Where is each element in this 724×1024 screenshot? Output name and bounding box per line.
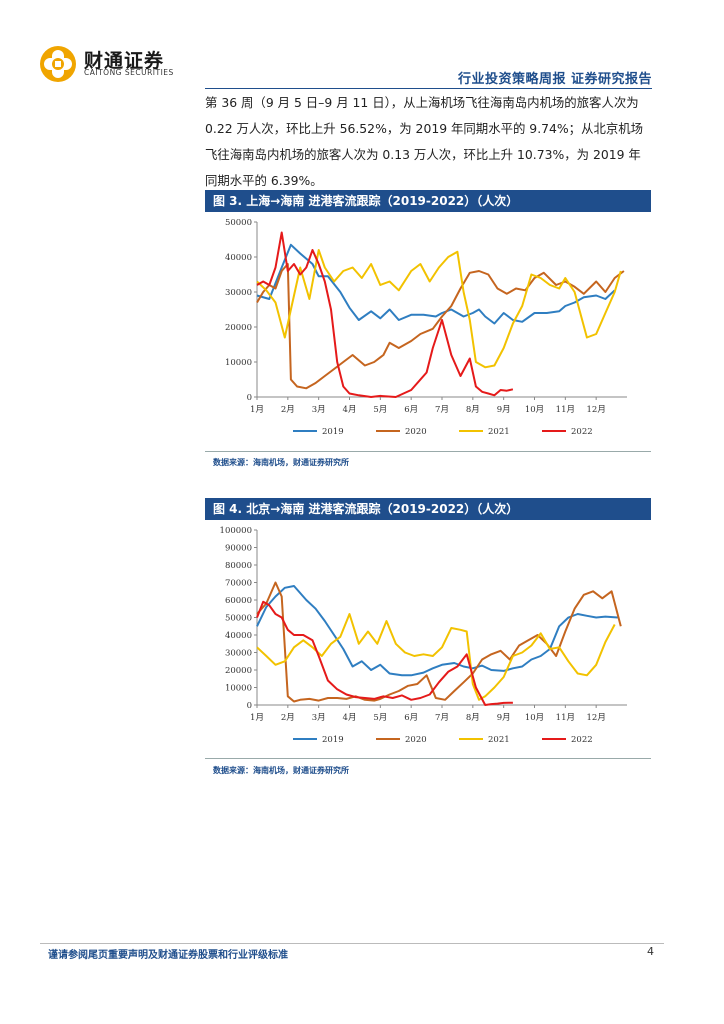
x-tick-label: 1月 — [250, 713, 264, 723]
brand-name: 财通证券 — [84, 50, 165, 72]
x-tick-label: 11月 — [556, 713, 575, 723]
x-tick-label: 12月 — [587, 405, 606, 415]
legend-label-2022: 2022 — [571, 735, 593, 745]
x-tick-label: 1月 — [250, 405, 264, 415]
figure-4-line-chart: 0 10000 20000 30000 40000 50000 60000 70000 8000… — [220, 526, 627, 745]
company-logo-icon — [40, 46, 76, 82]
x-tick-label: 3月 — [312, 713, 326, 723]
series-line-2020 — [256, 581, 622, 703]
x-tick-label: 6月 — [404, 405, 418, 415]
header-divider — [205, 88, 652, 89]
y-tick-label: 10000 — [225, 358, 252, 368]
legend-label-2020: 2020 — [405, 735, 427, 745]
x-tick-label: 5月 — [373, 405, 387, 415]
y-tick-label: 20000 — [225, 323, 252, 333]
footer-divider — [40, 943, 664, 944]
x-tick-label: 9月 — [497, 405, 511, 415]
y-tick-label: 0 — [247, 393, 252, 403]
legend-label-2021: 2021 — [488, 735, 510, 745]
x-tick-label: 7月 — [435, 405, 449, 415]
figure-3-title: 图 3. 上海→海南 进港客流跟踪（2019-2022）（人次） — [205, 190, 651, 212]
x-tick-label: 5月 — [373, 713, 387, 723]
series-line-2022 — [256, 600, 513, 706]
brand-name-english: CAITONG SECURITIES — [84, 68, 174, 77]
x-tick-label: 4月 — [343, 713, 357, 723]
y-tick-label: 70000 — [225, 579, 252, 589]
y-tick-label: 100000 — [220, 526, 252, 536]
x-tick-label: 2月 — [281, 405, 295, 415]
figure-4-title: 图 4. 北京→海南 进港客流跟踪（2019-2022）（人次） — [205, 498, 651, 520]
figure-4-source: 数据来源：海南机场，财通证券研究所 — [213, 766, 349, 775]
y-tick-label: 60000 — [225, 596, 252, 606]
figure-4-divider — [205, 758, 651, 759]
footer-disclaimer: 谨请参阅尾页重要声明及财通证券股票和行业评级标准 — [48, 950, 288, 961]
y-tick-label: 30000 — [225, 649, 252, 659]
legend-label-2021: 2021 — [488, 427, 510, 437]
figure-3-divider — [205, 451, 651, 452]
body-paragraph: 第 36 周（9 月 5 日–9 月 11 日），从上海机场飞往海南岛内机场的旅… — [205, 95, 644, 188]
series-line-2019 — [256, 243, 616, 325]
x-tick-label: 7月 — [435, 713, 449, 723]
series-line-2019 — [256, 585, 618, 677]
y-tick-label: 30000 — [225, 288, 252, 298]
legend-label-2020: 2020 — [405, 427, 427, 437]
y-tick-label: 40000 — [225, 631, 252, 641]
y-tick-label: 0 — [247, 701, 252, 711]
y-tick-label: 20000 — [225, 666, 252, 676]
figure-3-line-chart: 0 10000 20000 30000 40000 50000 1月 2月 3月 4月 5月 6月 7月… — [225, 218, 627, 437]
page-number: 4 — [647, 945, 654, 958]
x-tick-label: 10月 — [525, 713, 544, 723]
x-tick-label: 6月 — [404, 713, 418, 723]
x-tick-label: 11月 — [556, 405, 575, 415]
legend-label-2019: 2019 — [322, 735, 344, 745]
series-line-2020 — [256, 263, 625, 390]
x-tick-label: 8月 — [466, 713, 480, 723]
x-tick-label: 8月 — [466, 405, 480, 415]
x-tick-label: 9月 — [497, 713, 511, 723]
x-tick-label: 12月 — [587, 713, 606, 723]
y-tick-label: 40000 — [225, 253, 252, 263]
y-tick-label: 10000 — [225, 684, 252, 694]
figure-3-source: 数据来源：海南机场，财通证券研究所 — [213, 458, 349, 467]
x-tick-label: 3月 — [312, 405, 326, 415]
y-tick-label: 90000 — [225, 544, 252, 554]
series-line-2021 — [256, 613, 616, 701]
legend-label-2019: 2019 — [322, 427, 344, 437]
x-tick-label: 4月 — [343, 405, 357, 415]
y-tick-label: 50000 — [225, 218, 252, 228]
series-line-2021 — [256, 249, 622, 369]
y-tick-label: 80000 — [225, 561, 252, 571]
x-tick-label: 2月 — [281, 713, 295, 723]
y-tick-label: 50000 — [225, 614, 252, 624]
series-line-2022 — [256, 231, 514, 398]
report-type: 行业投资策略周报 证券研究报告 — [457, 72, 652, 87]
x-tick-label: 10月 — [525, 405, 544, 415]
legend-label-2022: 2022 — [571, 427, 593, 437]
